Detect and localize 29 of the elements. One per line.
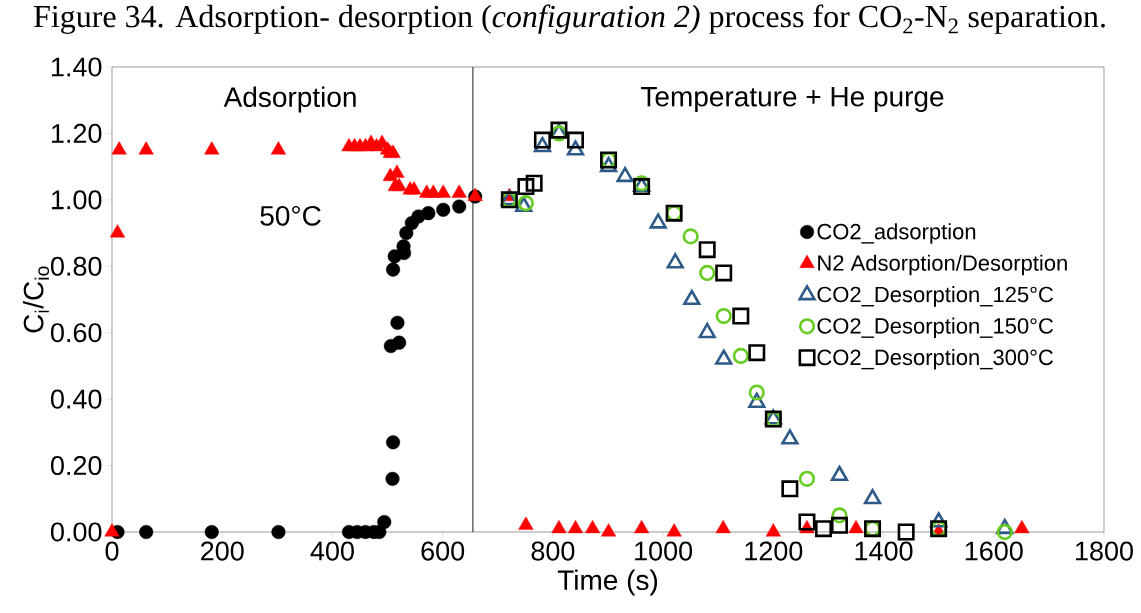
legend-label: CO2_adsorption bbox=[817, 223, 976, 244]
annotation: Adsorption bbox=[223, 86, 356, 113]
x-tick-label: 800 bbox=[531, 541, 575, 561]
y-tick-label: 0.00 bbox=[50, 522, 102, 542]
y-tick-label: 0.60 bbox=[50, 323, 102, 343]
x-tick-label: 1800 bbox=[1076, 541, 1133, 561]
y-tick-label: 0.40 bbox=[50, 389, 102, 409]
y-tick-label: 1.00 bbox=[51, 190, 102, 210]
y-axis-title: C$_{i}$/C$_{io}$ bbox=[22, 266, 50, 333]
legend-label: CO2_Desorption_125°C bbox=[817, 286, 1054, 307]
annotation: 50°C bbox=[260, 205, 321, 226]
y-tick-label: 1.20 bbox=[51, 123, 102, 143]
legend-label: N2 Adsorption/Desorption bbox=[818, 254, 1067, 276]
y-tick-label: 1.40 bbox=[51, 57, 102, 77]
x-tick-label: 600 bbox=[421, 541, 465, 561]
x-axis-title: Time (s) bbox=[557, 569, 658, 596]
legend-label: CO2_Desorption_150°C bbox=[817, 317, 1054, 339]
x-tick-label: 400 bbox=[310, 541, 354, 561]
annotation: Temperature + He purge bbox=[641, 87, 944, 113]
x-tick-label: 1200 bbox=[745, 541, 803, 561]
y-tick-label: 0.80 bbox=[50, 256, 102, 276]
y-tick-label: 0.20 bbox=[50, 456, 102, 476]
x-tick-label: 200 bbox=[201, 541, 244, 561]
x-tick-label: 0 bbox=[105, 541, 119, 561]
x-tick-label: 1000 bbox=[635, 541, 693, 561]
x-tick-label: 1600 bbox=[965, 541, 1023, 561]
legend-label: CO2_Desorption_300°C bbox=[817, 348, 1054, 370]
chart-title: Figure 34. Adsorption- desorption (configuration 2) process for CO$_{2}$-N$_{2}$ separation. bbox=[33, 4, 1105, 34]
x-tick-label: 1400 bbox=[855, 541, 913, 561]
